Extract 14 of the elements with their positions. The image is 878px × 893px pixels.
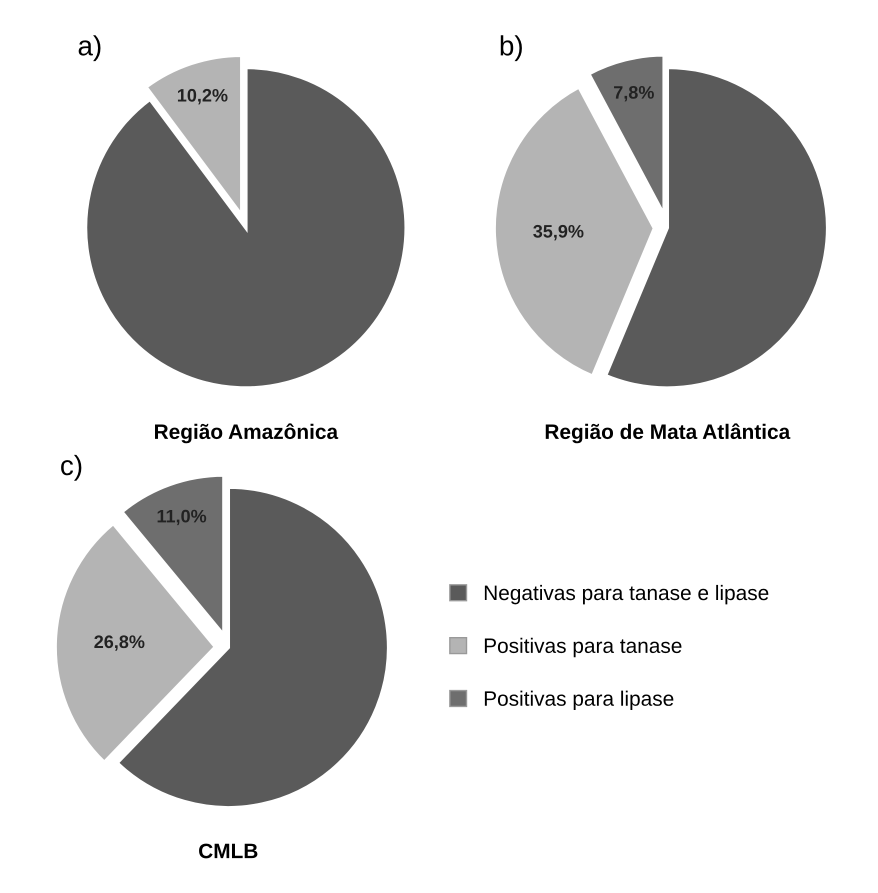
text: Região Amazônica [155, 423, 338, 444]
data-label: 7,8% [614, 86, 654, 102]
chart-title: b) [500, 35, 522, 62]
data-label: 35,9% [533, 224, 584, 240]
data-label: 11,0% [158, 510, 206, 526]
legend-label: Negativas para tanase e lipase [484, 584, 768, 604]
chart-title: c) [61, 454, 82, 481]
data-label: 26,8% [94, 635, 144, 651]
text: CMLB [199, 844, 258, 858]
data-label: 10,2% [178, 88, 228, 104]
text: Região de Mata Atlântica [546, 423, 790, 444]
legend-label: Positivas para lipase [484, 690, 674, 710]
legend-label: Positivas para tanase [484, 638, 682, 658]
chart-title: a) [78, 35, 100, 62]
